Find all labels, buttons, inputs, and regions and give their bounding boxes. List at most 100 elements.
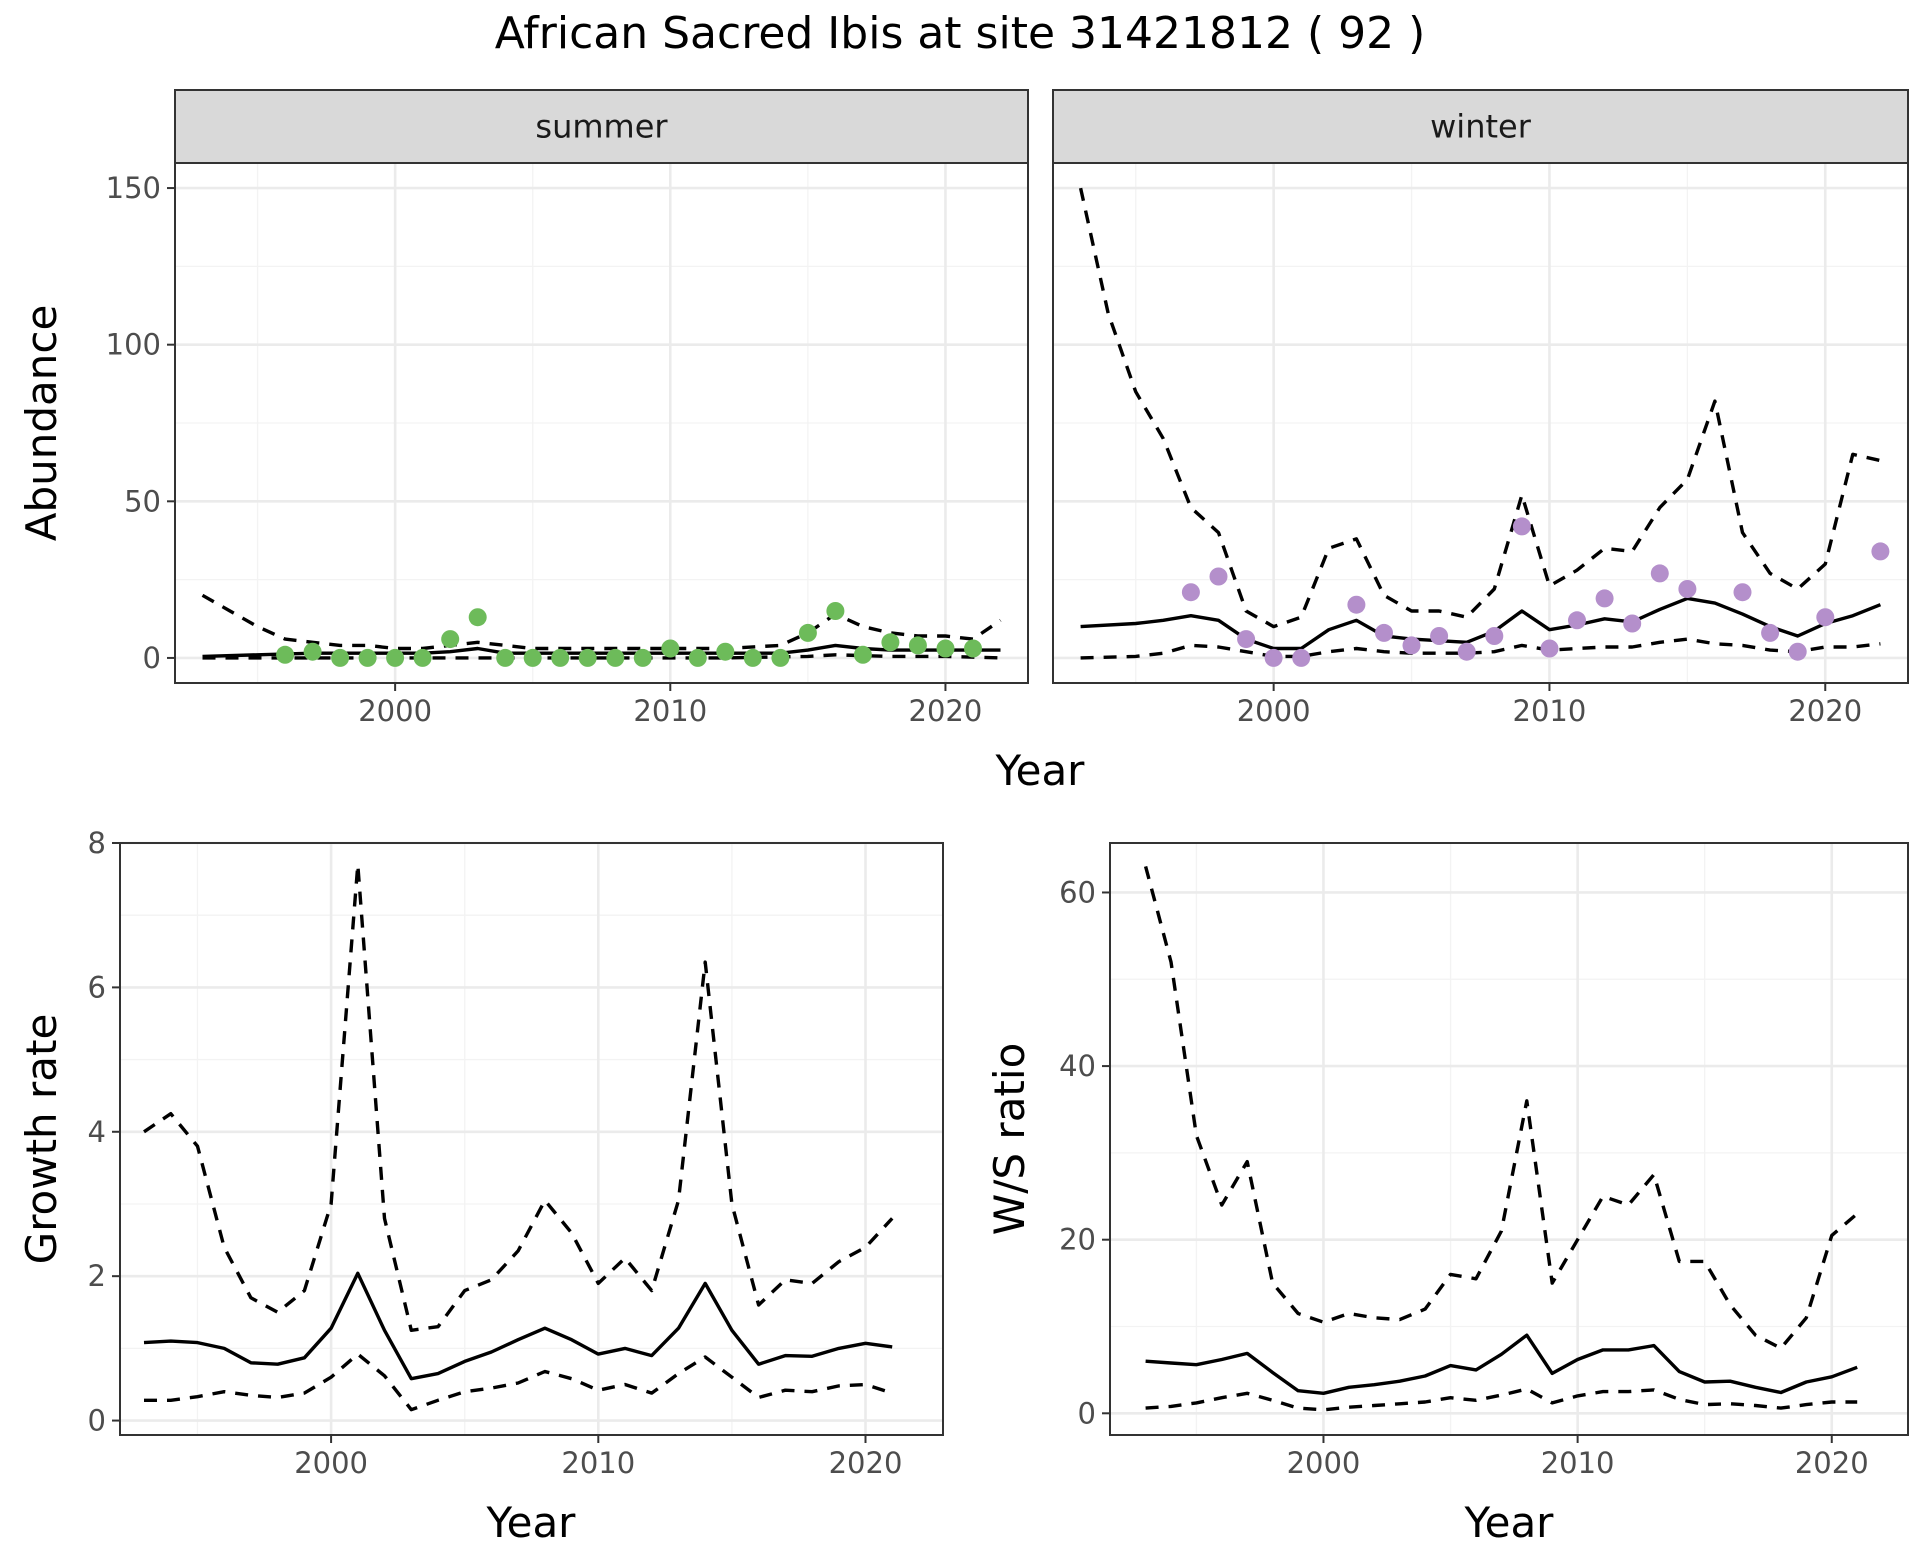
x-tick-label: 2020 bbox=[1795, 1446, 1869, 1480]
data-point bbox=[468, 608, 487, 627]
data-point bbox=[578, 648, 597, 667]
data-point bbox=[771, 648, 790, 667]
observed-points bbox=[276, 602, 982, 667]
y-tick-label: 20 bbox=[1059, 1223, 1096, 1257]
data-point bbox=[688, 648, 707, 667]
x-tick-label: 2020 bbox=[829, 1446, 903, 1480]
x-tick-label: 2000 bbox=[1237, 694, 1311, 728]
y-axis-title: Abundance bbox=[17, 305, 66, 542]
upper-bound-line bbox=[1078, 187, 1881, 629]
panel-ratio: 2000 2010 2020 0 20 40 60 Year W/S ratio bbox=[985, 842, 1909, 1547]
panel-border bbox=[119, 842, 944, 1436]
gridlines bbox=[1053, 163, 1908, 683]
mean-line bbox=[1145, 1333, 1858, 1395]
data-point bbox=[1430, 627, 1449, 645]
data-point bbox=[743, 648, 762, 667]
gridlines bbox=[1110, 843, 1908, 1435]
data-point bbox=[386, 648, 405, 667]
data-point bbox=[1485, 627, 1504, 645]
data-point bbox=[1237, 630, 1256, 649]
data-point bbox=[413, 648, 432, 667]
panel-winter: winter 2000 2010 2020 bbox=[1052, 89, 1909, 728]
y-tick-label: 0 bbox=[88, 1404, 106, 1438]
x-axis-title: Year bbox=[486, 1498, 577, 1547]
data-point bbox=[441, 630, 460, 649]
y-tick-label: 50 bbox=[124, 484, 161, 518]
lower-bound-line bbox=[144, 1352, 893, 1412]
data-point bbox=[1375, 623, 1393, 642]
data-point bbox=[1871, 542, 1890, 561]
data-point bbox=[633, 648, 652, 667]
data-point bbox=[523, 648, 542, 667]
y-axis-title: W/S ratio bbox=[985, 1043, 1034, 1236]
y-tick-label: 60 bbox=[1059, 875, 1096, 909]
x-tick-label: 2000 bbox=[294, 1446, 368, 1480]
y-axis-title: Growth rate bbox=[17, 1014, 66, 1265]
x-tick-label: 2010 bbox=[633, 694, 707, 728]
facet-strip bbox=[174, 89, 1029, 164]
data-point bbox=[798, 623, 817, 642]
data-point bbox=[936, 639, 955, 658]
figure-title: African Sacred Ibis at site 31421812 ( 9… bbox=[495, 8, 1426, 59]
data-point bbox=[826, 602, 845, 620]
data-point bbox=[908, 636, 927, 655]
x-tick-label: 2010 bbox=[1541, 1446, 1615, 1480]
data-point bbox=[1568, 611, 1586, 630]
data-point bbox=[964, 639, 982, 658]
facet-strip bbox=[1052, 89, 1909, 164]
upper-bound-line bbox=[1143, 865, 1859, 1350]
y-tick-label: 150 bbox=[106, 171, 161, 205]
y-tick-label: 4 bbox=[88, 1115, 106, 1149]
panel-summer: summer 2000 2010 2020 0 50 100 150 Year Abundance bbox=[17, 89, 1086, 795]
x-axis-title: Year bbox=[995, 746, 1086, 795]
x-axis-title: Year bbox=[1464, 1498, 1555, 1547]
y-tick-label: 2 bbox=[88, 1259, 106, 1293]
data-point bbox=[276, 645, 295, 664]
data-point bbox=[303, 642, 322, 661]
observed-points bbox=[1181, 517, 1890, 667]
x-tick-label: 2010 bbox=[561, 1446, 635, 1480]
x-tick-label: 2020 bbox=[909, 694, 983, 728]
data-point bbox=[1623, 614, 1642, 633]
data-point bbox=[881, 633, 900, 652]
y-tick-label: 0 bbox=[143, 641, 161, 675]
data-point bbox=[551, 648, 570, 667]
x-tick-label: 2000 bbox=[358, 694, 432, 728]
panel-border bbox=[1109, 842, 1909, 1436]
facet-strip-label: summer bbox=[535, 108, 668, 146]
upper-bound-line bbox=[143, 863, 894, 1332]
data-point bbox=[1264, 648, 1283, 667]
data-point bbox=[1402, 636, 1421, 655]
panel-background bbox=[1110, 843, 1908, 1435]
data-point bbox=[1816, 608, 1835, 627]
facet-strip-label: winter bbox=[1430, 108, 1532, 146]
y-tick-label: 0 bbox=[1078, 1396, 1096, 1430]
x-tick-label: 2020 bbox=[1788, 694, 1862, 728]
mean-line bbox=[143, 1271, 893, 1381]
data-point bbox=[1761, 623, 1780, 642]
upper-bound-line bbox=[201, 593, 1002, 651]
data-point bbox=[1595, 589, 1614, 608]
data-point bbox=[1292, 648, 1311, 667]
data-point bbox=[496, 648, 515, 667]
lower-bound-line bbox=[1145, 1387, 1858, 1412]
x-tick-label: 2000 bbox=[1287, 1446, 1361, 1480]
x-tick-label: 2010 bbox=[1513, 694, 1587, 728]
data-point bbox=[1540, 639, 1559, 658]
data-point bbox=[1347, 595, 1366, 614]
data-point bbox=[1650, 564, 1669, 583]
panel-background bbox=[120, 843, 943, 1435]
y-tick-label: 40 bbox=[1059, 1049, 1096, 1083]
data-point bbox=[1181, 583, 1200, 602]
data-point bbox=[716, 642, 735, 661]
data-point bbox=[606, 648, 625, 667]
data-point bbox=[1457, 642, 1476, 661]
data-point bbox=[1209, 567, 1228, 586]
data-point bbox=[1788, 642, 1807, 661]
data-point bbox=[1512, 517, 1531, 536]
data-point bbox=[1733, 583, 1752, 602]
y-tick-label: 8 bbox=[88, 826, 106, 860]
data-point bbox=[358, 648, 377, 667]
